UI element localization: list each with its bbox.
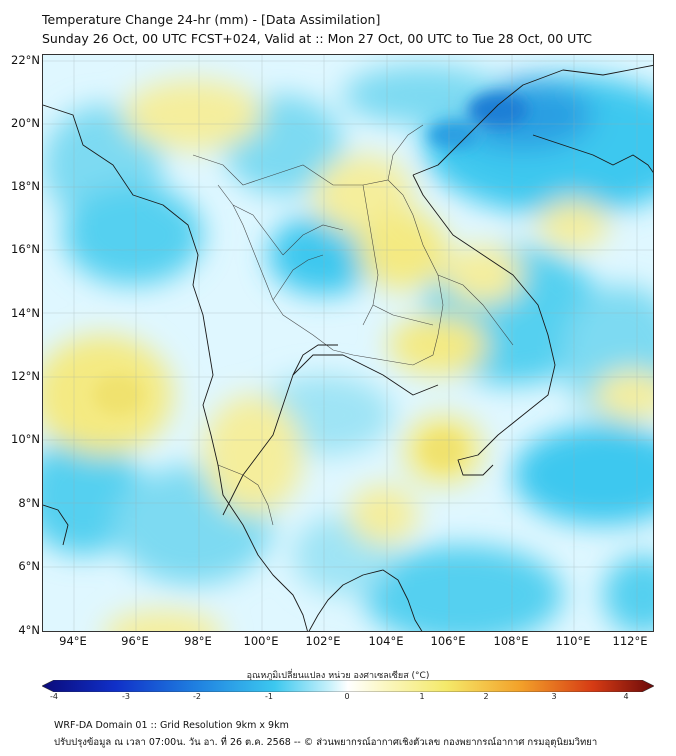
lat-tick-14: 14°N [11,306,40,320]
lon-tick-108: 108°E [493,634,529,648]
lon-tick-98: 98°E [184,634,212,648]
lat-tick-4: 4°N [18,623,40,637]
cold-core-gulf-of-tonkin [468,92,528,128]
temperature-change-map [42,54,654,632]
lon-tick-102: 102°E [305,634,341,648]
lat-tick-12: 12°N [11,369,40,383]
colorbar-tick-m2: -2 [193,692,201,701]
lon-tick-104: 104°E [368,634,404,648]
colorbar-tick-3: 3 [551,692,557,701]
lon-tick-100: 100°E [243,634,279,648]
lat-tick-22: 22°N [11,53,40,67]
lat-tick-18: 18°N [11,179,40,193]
colorbar-tick-m4: -4 [50,692,58,701]
footer-credit: ปรับปรุงข้อมูล ณ เวลา 07:00น. วัน อา. ที… [54,737,598,748]
colorbar-tick-m1: -1 [265,692,273,701]
lon-tick-112: 112°E [612,634,648,648]
map-canvas [43,55,653,631]
colorbar-tick-1: 1 [419,692,425,701]
country-borders [192,124,514,526]
lon-tick-106: 106°E [430,634,466,648]
lat-tick-8: 8°N [18,496,40,510]
coastlines [43,64,653,631]
lat-tick-16: 16°N [11,242,40,256]
lat-tick-20: 20°N [11,116,40,130]
graticule [43,55,653,631]
lat-tick-6: 6°N [18,559,40,573]
colorbar-tick-2: 2 [483,692,489,701]
colorbar [42,680,654,692]
lon-tick-94: 94°E [59,634,87,648]
lon-tick-96: 96°E [121,634,149,648]
map-subtitle: Sunday 26 Oct, 00 UTC FCST+024, Valid at… [42,31,592,46]
lon-tick-110: 110°E [555,634,591,648]
colorbar-tick-4: 4 [623,692,629,701]
map-title: Temperature Change 24-hr (mm) - [Data As… [42,12,381,27]
lat-tick-10: 10°N [11,432,40,446]
colorbar-label: อุณหภูมิเปลี่ยนแปลง หน่วย องศาเซลเซียส (… [246,671,430,681]
colorbar-tick-m3: -3 [122,692,130,701]
colorbar-tick-0: 0 [344,692,350,701]
footer-model-info: WRF-DA Domain 01 :: Grid Resolution 9km … [54,720,289,731]
